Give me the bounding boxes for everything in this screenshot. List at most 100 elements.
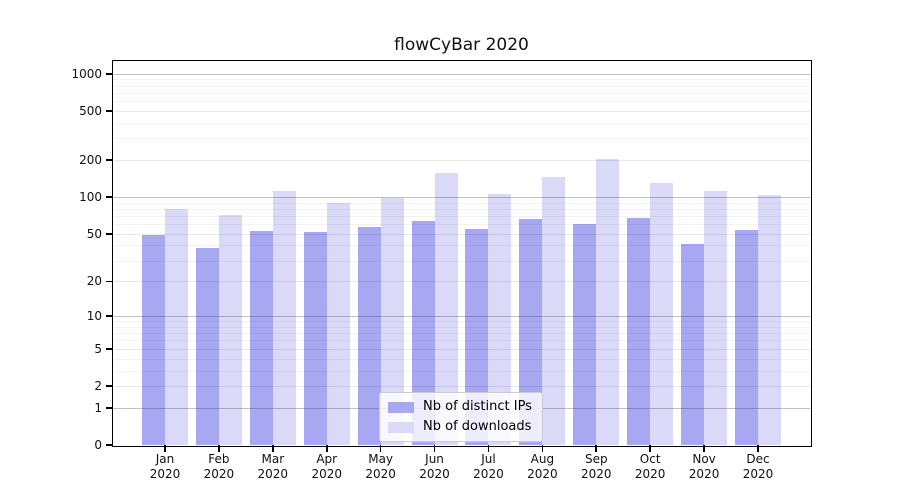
- x-tick-mark-mar: [272, 445, 274, 452]
- x-tick-mark-feb: [218, 445, 220, 452]
- x-tick-month: Feb: [208, 452, 230, 466]
- chart-title: flowCyBar 2020: [394, 35, 529, 55]
- x-tick-mark-apr: [325, 445, 328, 452]
- y-tick-label-1: 1: [94, 400, 102, 415]
- x-tick-label-sep: Sep 2020: [564, 452, 628, 482]
- x-tick-label-nov: Nov 2020: [672, 452, 736, 482]
- y-tick-mark-1: [106, 406, 113, 409]
- bar-aug-distinct-ips: [519, 219, 543, 445]
- y-tick-label-20: 20: [86, 274, 102, 289]
- x-tick-year: 2020: [473, 467, 504, 481]
- y-tick-label-1000: 1000: [71, 66, 102, 81]
- x-tick-month: Oct: [639, 452, 661, 466]
- x-tick-year: 2020: [257, 467, 289, 481]
- gridline-1000: [113, 73, 810, 75]
- x-tick-mark-jan: [164, 445, 166, 452]
- y-tick-label-200: 200: [79, 153, 102, 168]
- y-tick-label-500: 500: [79, 104, 102, 118]
- bar-nov-distinct-ips: [681, 244, 705, 445]
- x-tick-year: 2020: [311, 467, 342, 481]
- x-tick-month: Jan: [155, 452, 175, 466]
- legend-label-downloads: Nb of downloads: [423, 419, 532, 434]
- bar-jul-distinct-ips: [465, 228, 489, 445]
- x-tick-year: 2020: [634, 467, 666, 481]
- gridline-minor: [113, 122, 810, 124]
- legend-swatch-downloads: [388, 421, 414, 433]
- bar-apr-distinct-ips: [303, 231, 327, 445]
- x-tick-label-mar: Mar 2020: [241, 452, 305, 482]
- x-tick-month: Mar: [261, 452, 285, 466]
- x-tick-year: 2020: [580, 467, 612, 481]
- bar-feb-downloads: [218, 214, 242, 445]
- bar-feb-distinct-ips: [195, 248, 219, 445]
- x-tick-label-jan: Jan 2020: [133, 452, 197, 482]
- x-tick-mark-aug: [541, 445, 544, 452]
- x-tick-year: 2020: [527, 467, 558, 481]
- gridline-500: [113, 111, 810, 112]
- x-tick-month: Nov: [692, 452, 716, 466]
- bar-jun-distinct-ips: [411, 220, 435, 445]
- gridline-minor: [113, 85, 810, 87]
- x-tick-label-feb: Feb 2020: [187, 452, 251, 482]
- gridline-minor: [113, 92, 810, 94]
- x-tick-mark-nov: [703, 445, 705, 452]
- gridline-minor: [113, 79, 810, 81]
- x-tick-year: 2020: [365, 467, 396, 481]
- x-tick-month: Sep: [584, 452, 608, 466]
- bar-oct-distinct-ips: [627, 218, 651, 445]
- x-tick-mark-jun: [433, 445, 436, 452]
- y-tick-mark-1000: [106, 73, 113, 75]
- x-tick-year: 2020: [419, 467, 450, 481]
- x-tick-label-aug: Aug 2020: [510, 452, 574, 482]
- x-tick-month: Jun: [425, 452, 444, 466]
- bar-dec-distinct-ips: [735, 229, 758, 445]
- y-tick-label-0: 0: [94, 438, 102, 452]
- x-tick-mark-sep: [595, 445, 598, 452]
- x-tick-mark-jul: [487, 445, 490, 452]
- bar-dec-downloads: [758, 194, 781, 445]
- y-tick-mark-500: [106, 110, 113, 112]
- legend: Nb of distinct IPs Nb of downloads: [379, 392, 543, 442]
- bar-nov-downloads: [704, 190, 728, 445]
- y-tick-mark-2: [106, 385, 113, 387]
- y-tick-mark-200: [106, 159, 113, 161]
- y-tick-mark-50: [106, 232, 113, 235]
- y-tick-mark-0: [106, 444, 113, 446]
- legend-item-distinct-ips: Nb of distinct IPs: [388, 399, 532, 415]
- x-tick-label-dec: Dec 2020: [726, 452, 790, 482]
- x-tick-mark-may: [379, 445, 382, 452]
- x-tick-year: 2020: [688, 467, 720, 481]
- y-tick-label-10: 10: [86, 309, 102, 324]
- gridline-200: [113, 160, 810, 162]
- y-tick-label-2: 2: [94, 378, 102, 393]
- x-tick-year: 2020: [742, 467, 774, 481]
- x-tick-year: 2020: [149, 467, 181, 481]
- plot-area: Nb of distinct IPs Nb of downloads: [111, 59, 812, 447]
- bar-may-distinct-ips: [357, 226, 381, 445]
- x-tick-mark-oct: [649, 445, 651, 452]
- x-tick-month: May: [368, 452, 394, 466]
- bar-may-downloads: [380, 198, 404, 445]
- legend-swatch-distinct-ips: [388, 401, 414, 413]
- bar-sep-distinct-ips: [573, 224, 597, 445]
- x-tick-month: Apr: [316, 452, 338, 466]
- bar-mar-distinct-ips: [249, 230, 273, 445]
- bar-jul-downloads: [488, 194, 512, 445]
- bar-oct-downloads: [650, 183, 674, 445]
- bar-jan-downloads: [165, 208, 188, 445]
- bar-aug-downloads: [542, 177, 566, 445]
- x-tick-label-oct: Oct 2020: [618, 452, 682, 482]
- gridline-minor: [113, 138, 810, 140]
- x-tick-label-jun: Jun 2020: [403, 452, 467, 482]
- x-tick-month: Dec: [746, 452, 770, 466]
- y-tick-label-5: 5: [94, 341, 102, 356]
- x-tick-label-jul: Jul 2020: [456, 452, 520, 482]
- bar-jan-distinct-ips: [142, 234, 165, 445]
- bar-mar-downloads: [272, 191, 296, 445]
- y-tick-mark-100: [106, 196, 113, 198]
- x-tick-year: 2020: [203, 467, 235, 481]
- x-tick-label-apr: Apr 2020: [295, 452, 359, 482]
- x-tick-mark-dec: [757, 445, 759, 452]
- bar-jun-downloads: [434, 172, 458, 445]
